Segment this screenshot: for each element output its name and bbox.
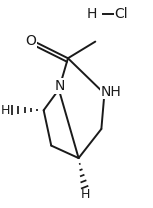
Text: O: O xyxy=(25,33,36,48)
Text: H: H xyxy=(1,104,10,117)
Text: H: H xyxy=(81,188,90,201)
Text: N: N xyxy=(54,79,65,93)
Text: Cl: Cl xyxy=(114,6,128,21)
Text: NH: NH xyxy=(101,84,122,99)
Text: H: H xyxy=(87,6,97,21)
